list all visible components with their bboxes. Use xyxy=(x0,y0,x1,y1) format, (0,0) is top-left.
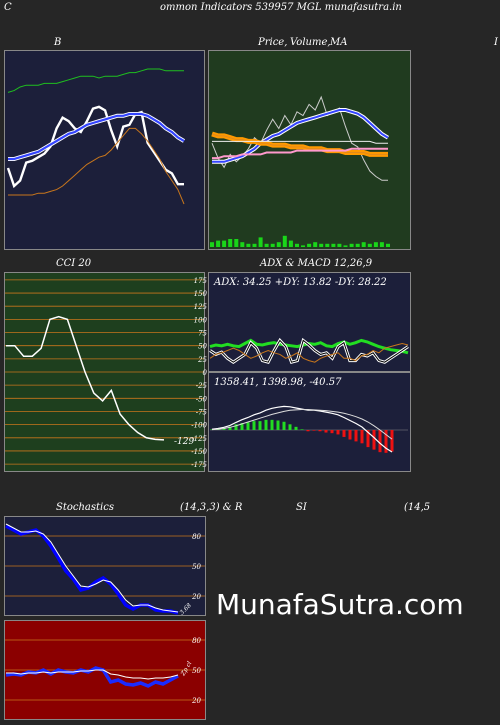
cci-tick-label: 75 xyxy=(198,330,207,338)
cci-tick-label: -125 xyxy=(191,435,207,443)
stoch-tick-label: 20 xyxy=(191,593,201,601)
volume-bar xyxy=(349,243,354,247)
macd-signal-line xyxy=(211,409,393,440)
page-title: ommon Indicators 539957 MGL munafasutra.… xyxy=(160,2,402,13)
bollinger-title: B xyxy=(54,37,62,48)
adx-plusdi-line xyxy=(209,339,409,363)
volume-bar xyxy=(264,243,269,247)
cci-tick-label: 25 xyxy=(197,356,207,364)
volume-bar xyxy=(337,243,342,247)
volume-bar xyxy=(295,243,299,247)
volume-bar xyxy=(331,243,336,247)
volume-bar xyxy=(222,240,227,247)
volume-bar xyxy=(355,243,360,247)
price-ma_white-line xyxy=(212,140,388,144)
cci-tick-label: -150 xyxy=(191,448,207,456)
cci-title: CCI 20 xyxy=(56,258,92,269)
macd-plot-area xyxy=(208,372,411,472)
volume-bar xyxy=(301,245,305,247)
williams-tick-label: 20 xyxy=(191,697,201,705)
volume-bar xyxy=(246,243,251,247)
price-title-1: Price, xyxy=(258,37,288,48)
volume-bar xyxy=(270,243,275,247)
price-ma_blue-line xyxy=(212,109,389,163)
cci-tick-label: 100 xyxy=(194,316,208,324)
watermark: MunafaSutra.com xyxy=(216,588,464,621)
volume-bar xyxy=(276,242,281,247)
volume-bar xyxy=(288,240,293,247)
volume-bar xyxy=(307,243,312,247)
volume-bar xyxy=(325,243,330,247)
cci-tick-label: 125 xyxy=(194,303,208,311)
cci-last-value: -129 xyxy=(174,437,194,447)
volume-bar xyxy=(343,245,348,247)
price-ma_orange-line xyxy=(211,133,388,155)
bollinger-chart xyxy=(4,50,205,250)
adx-values-label: ADX: 34.25 +DY: 13.82 -DY: 28.22 xyxy=(213,277,387,288)
cci-line xyxy=(6,315,165,441)
macd-values-label: 1358.41, 1398.98, -40.57 xyxy=(214,377,342,388)
bollinger-lower-line xyxy=(8,127,185,205)
price-ma_pink-line xyxy=(212,147,388,160)
cci-tick-label: 50 xyxy=(198,343,207,351)
volume-bar xyxy=(210,242,214,247)
price-title-2: Volume, xyxy=(290,37,331,48)
volume-bar xyxy=(282,235,287,247)
adx-title: ADX & MACD 12,26,9 xyxy=(260,258,373,269)
volume-bar xyxy=(228,239,233,247)
volume-bar xyxy=(379,242,384,247)
volume-bar xyxy=(234,239,239,247)
price-title-3: MA xyxy=(330,37,348,48)
cci-tick-label: 175 xyxy=(194,277,208,285)
volume-bar xyxy=(319,243,324,247)
volume-bar xyxy=(361,242,366,247)
bollinger-upper-line xyxy=(7,68,184,93)
volume-bar xyxy=(313,242,318,247)
williams-tick-label: 50 xyxy=(192,667,201,675)
stoch-tick-label: 80 xyxy=(192,533,201,541)
bollinger-price-line xyxy=(6,105,184,189)
macd-chart: 1358.41, 1398.98, -40.57 xyxy=(208,372,411,472)
cci-tick-label: -175 xyxy=(191,461,207,469)
rsi-title: SI xyxy=(296,502,307,513)
rsi-params: (14,5 xyxy=(404,502,431,513)
volume-bar xyxy=(240,242,245,247)
cci-tick-label: -75 xyxy=(196,408,208,416)
volume-bar xyxy=(367,243,372,247)
volume-bar xyxy=(386,243,390,247)
cci-tick-label: 0 xyxy=(203,369,208,377)
adx-chart: ADX: 34.25 +DY: 13.82 -DY: 28.22 xyxy=(208,272,411,372)
stoch-tick-label: 50 xyxy=(192,563,201,571)
cci-chart: 175 150 125 100 75 50 25 0 -25 -50 -75 -100 -125 -150… xyxy=(4,272,208,472)
stoch-title: Stochastics xyxy=(56,502,114,513)
volume-bar xyxy=(252,243,257,247)
cci-tick-label: 150 xyxy=(194,290,208,298)
stoch-params: (14,3,3) & R xyxy=(180,502,243,513)
side-right-char: I xyxy=(494,37,498,48)
cci-tick-label: -25 xyxy=(196,382,208,390)
cci-tick-label: -50 xyxy=(196,395,208,403)
bollinger-middle-line xyxy=(8,112,185,161)
volume-bar xyxy=(373,242,378,247)
header-left-char: C xyxy=(4,2,12,13)
bollinger-plot-area xyxy=(4,50,205,250)
adx-minus_di-line xyxy=(209,342,409,363)
williams-tick-label: 80 xyxy=(192,637,201,645)
cci-tick-label: -100 xyxy=(191,422,207,430)
williams-white-line xyxy=(6,669,179,680)
volume-bar xyxy=(258,237,263,247)
stoch-d-line xyxy=(5,523,179,613)
volume-bar xyxy=(216,240,221,247)
price-ma-chart xyxy=(208,50,411,250)
